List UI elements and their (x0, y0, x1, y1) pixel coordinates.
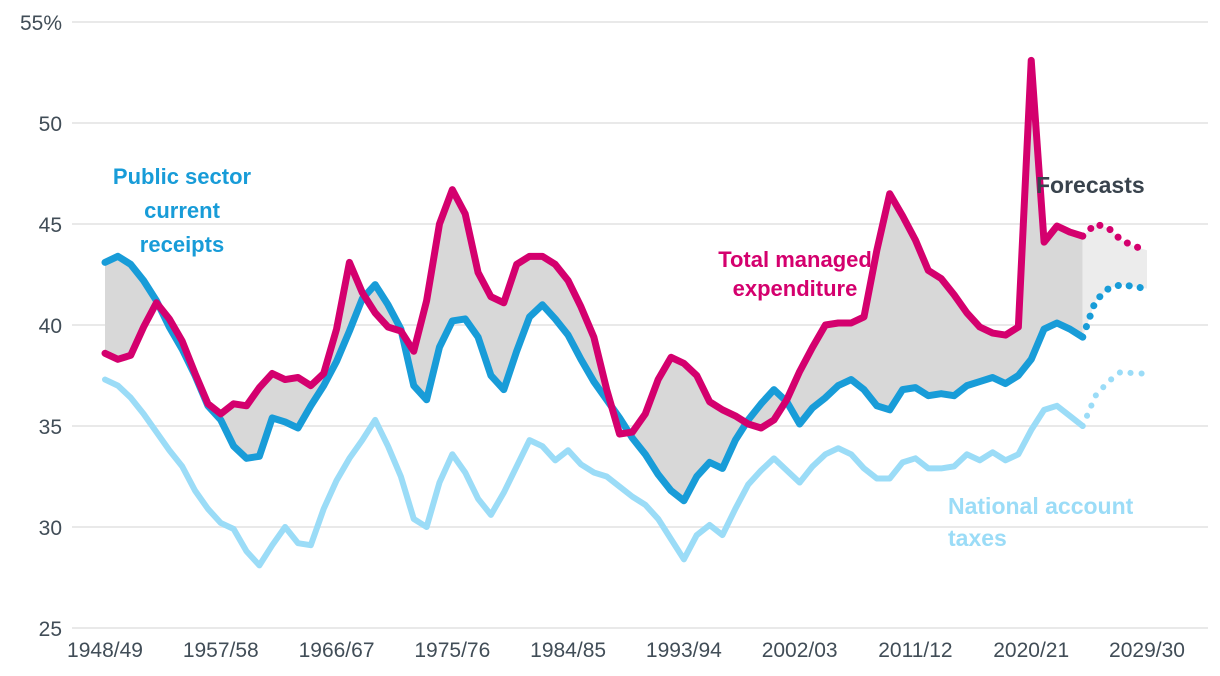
y-tick-label: 45 (39, 214, 62, 237)
actual-band-fill (105, 60, 1083, 501)
y-tick-label: 35 (39, 416, 62, 439)
x-tick-label: 1993/94 (646, 639, 722, 662)
receipts-line (101, 252, 1087, 505)
taxes-series-label: National account taxes (948, 493, 1134, 551)
x-tick-label: 1966/67 (299, 639, 375, 662)
forecasts-label: Forecasts (1036, 172, 1145, 198)
x-tick-label: 2020/21 (993, 639, 1069, 662)
y-tick-label: 55% (20, 12, 62, 35)
x-tick-label: 1948/49 (67, 639, 143, 662)
y-tick-label: 25 (39, 618, 62, 641)
x-tick-label: 2029/30 (1109, 639, 1185, 662)
expenditure-line (101, 56, 1087, 438)
x-tick-label: 2011/12 (878, 639, 952, 662)
x-tick-label: 1975/76 (414, 639, 490, 662)
x-tick-label: 1984/85 (530, 639, 606, 662)
taxes-line (102, 376, 1086, 569)
receipts-series-label: Public sector current receipts (112, 164, 252, 257)
forecast-band-fill (1082, 224, 1147, 338)
expenditure-forecast-line (1079, 220, 1151, 254)
x-tick-label: 1957/58 (183, 639, 259, 662)
receipts-forecast-line (1079, 281, 1151, 341)
y-tick-label: 50 (39, 113, 62, 136)
taxes-forecast-line (1079, 368, 1150, 429)
y-tick-label: 40 (39, 315, 62, 338)
expenditure-series-label: Total managed expenditure (718, 247, 872, 301)
y-tick-label: 30 (39, 517, 62, 540)
x-tick-label: 2002/03 (762, 639, 838, 662)
